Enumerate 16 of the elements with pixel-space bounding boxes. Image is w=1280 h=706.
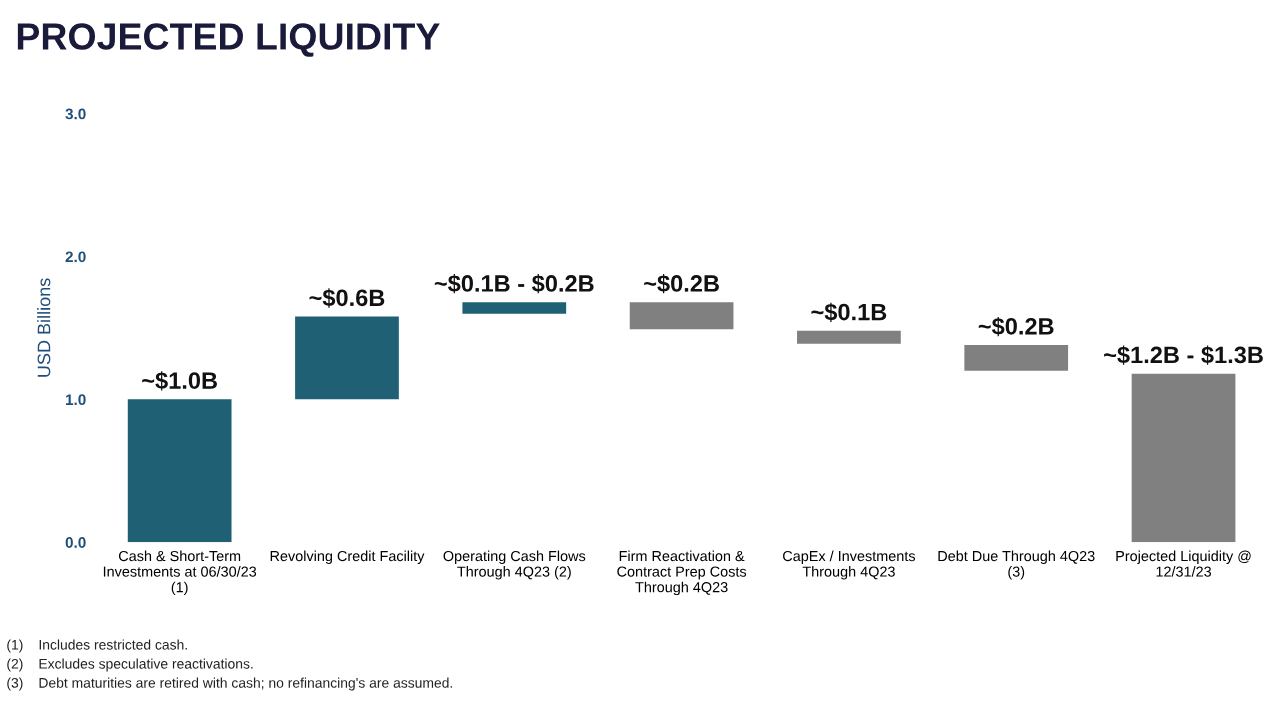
bar (295, 316, 399, 400)
data-label: ~$1.2B - $1.3B (1104, 345, 1263, 365)
data-label: ~$1.0B (142, 371, 217, 391)
y-axis-title: USD Billions (37, 278, 51, 377)
data-label: ~$0.6B (309, 288, 385, 308)
bar (462, 302, 567, 314)
bar (127, 399, 232, 543)
bar (629, 302, 734, 330)
data-label: ~$0.1B (811, 302, 887, 322)
data-label: ~$0.1B - $0.2B (434, 274, 594, 294)
bar (797, 330, 901, 344)
data-label: ~$0.2B (644, 274, 719, 294)
bar (1131, 373, 1236, 543)
chart-title: PROJECTED LIQUIDITY (17, 23, 440, 57)
data-label: ~$0.2B (978, 316, 1054, 337)
bar (964, 345, 1069, 371)
